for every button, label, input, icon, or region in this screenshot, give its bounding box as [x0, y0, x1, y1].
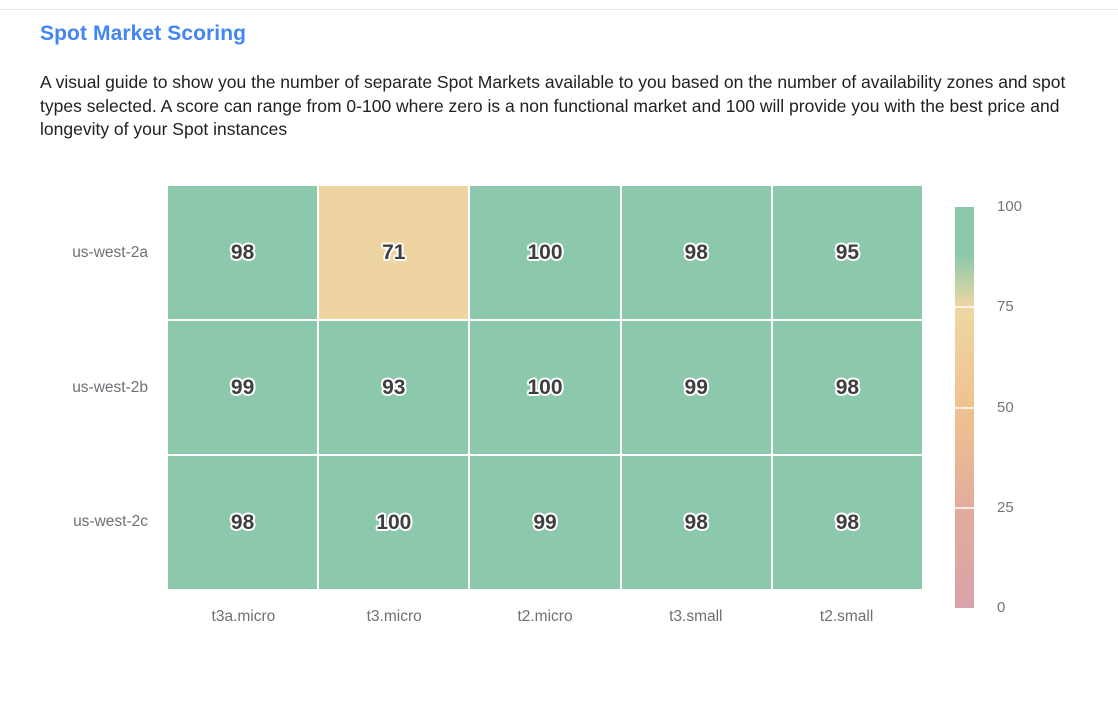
cell-value: 99: [533, 510, 557, 534]
colorbar-tick-label: 100: [997, 198, 1023, 215]
heatmap-cell[interactable]: 99: [621, 321, 771, 454]
cell-value: 99: [230, 375, 255, 399]
colorbar-tick-label: 25: [997, 498, 1014, 516]
heatmap-cell[interactable]: 99: [470, 456, 620, 589]
x-axis-label: t3.micro: [366, 608, 422, 625]
y-axis-label: us-west-2b: [72, 378, 148, 396]
x-axis-label: t3.small: [669, 608, 723, 625]
heatmap-cell[interactable]: 100: [470, 321, 620, 454]
cell-value: 98: [835, 510, 860, 534]
cell-value: 98: [835, 375, 860, 399]
cell-value: 98: [684, 510, 708, 534]
y-axis-label: us-west-2c: [73, 512, 148, 530]
top-divider: [0, 9, 1118, 10]
cell-value: 98: [230, 510, 255, 534]
heatmap-cell[interactable]: 98: [168, 456, 318, 589]
colorbar-separator: [955, 406, 974, 409]
heatmap-cell[interactable]: 95: [772, 186, 922, 319]
y-axis-label: us-west-2a: [72, 244, 148, 262]
heatmap-cell[interactable]: 100: [470, 186, 620, 319]
cell-value: 98: [230, 240, 255, 264]
cell-value: 95: [835, 240, 860, 264]
cell-value: 98: [684, 240, 708, 264]
heatmap-grid: 98 71 100 98 95 99 93 100 99 98 98 100 99 98 98: [168, 186, 922, 589]
heatmap-cell[interactable]: 100: [319, 456, 469, 589]
cell-value: 100: [376, 510, 412, 534]
heatmap-cell[interactable]: 99: [168, 321, 318, 454]
page-title: Spot Market Scoring: [40, 22, 247, 45]
heatmap-cell[interactable]: 98: [772, 456, 922, 589]
cell-value: 71: [382, 240, 406, 264]
chart-description: A visual guide to show you the number of…: [40, 72, 1066, 139]
cell-value: 100: [527, 240, 563, 264]
colorbar-tick-label: 0: [997, 599, 1006, 616]
colorbar-separator: [955, 306, 974, 309]
colorbar-tick-label: 75: [997, 298, 1014, 316]
heatmap-cell[interactable]: 98: [772, 321, 922, 454]
heatmap-cell[interactable]: 98: [621, 456, 771, 589]
heatmap-cell[interactable]: 98: [621, 186, 771, 319]
heatmap-cell[interactable]: 98: [168, 186, 318, 319]
colorbar-separator: [955, 506, 974, 509]
cell-value: 93: [382, 375, 406, 399]
cell-value: 99: [684, 375, 708, 399]
heatmap-cell[interactable]: 93: [319, 321, 469, 454]
x-axis-label: t3a.micro: [211, 608, 276, 625]
colorbar-tick-label: 50: [997, 398, 1014, 416]
x-axis-label: t2.small: [819, 608, 874, 625]
cell-value: 100: [527, 375, 563, 399]
heatmap-cell[interactable]: 71: [319, 186, 469, 319]
spot-market-heatmap-chart: us-west-2a us-west-2b us-west-2c 98 71 100 98…: [0, 186, 1118, 646]
x-axis-label: t2.micro: [517, 608, 573, 625]
